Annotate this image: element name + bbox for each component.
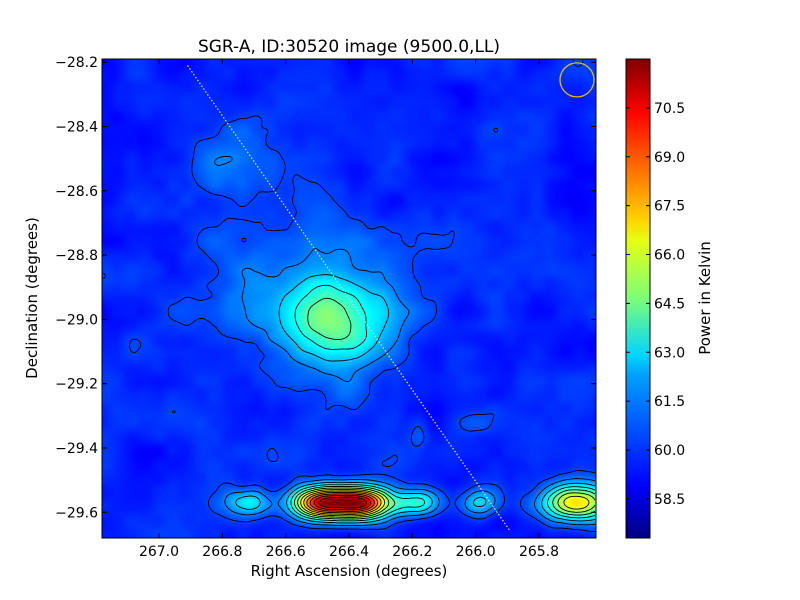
x-axis-label: Right Ascension (degrees): [251, 562, 448, 580]
chart-title: SGR-A, ID:30520 image (9500.0,LL): [198, 37, 500, 57]
y-tick-label: −28.6: [55, 184, 98, 200]
contour-level: [300, 489, 590, 517]
colorbar-label: Power in Kelvin: [696, 241, 714, 355]
colorbar: 58.5 60.0 61.5 63.0 64.5 66.0 67.5 69.0 70.5 Pow…: [625, 58, 714, 539]
colorbar-gradient: [625, 58, 651, 539]
colorbar-tick-label: 61.5: [654, 394, 685, 410]
contour-level: [214, 155, 596, 527]
colorbar-tick-label: 69.0: [654, 150, 685, 166]
x-tick-label: 266.8: [202, 544, 242, 560]
contour-lines: [102, 59, 596, 533]
y-tick-label: −28.8: [55, 248, 98, 264]
plot-area: [101, 58, 597, 539]
y-tick-label: −29.2: [55, 377, 98, 393]
y-tick-label: −29.0: [55, 312, 98, 328]
contour-level: [297, 487, 596, 518]
x-tick-label: 266.6: [266, 544, 306, 560]
contour-level: [102, 59, 596, 533]
contour-level: [306, 491, 379, 514]
beam-circle: [559, 62, 595, 98]
colorbar-tick-label: 66.0: [654, 248, 685, 264]
y-tick-label: −29.6: [55, 505, 98, 521]
x-tick-label: 266.4: [329, 544, 369, 560]
contour-level: [293, 297, 596, 520]
y-tick-label: −28.2: [55, 55, 98, 71]
colorbar-tick-label: 63.0: [654, 345, 685, 361]
x-tick-label: 266.0: [456, 544, 496, 560]
colorbar-tick-label: 64.5: [654, 296, 685, 312]
colorbar-tick-label: 60.0: [654, 443, 685, 459]
contour-level: [318, 496, 368, 509]
x-tick-label: 267.0: [139, 544, 179, 560]
contour-level: [309, 493, 375, 512]
x-tick-label: 265.8: [519, 544, 559, 560]
contour-level: [290, 284, 596, 522]
y-axis: −28.2 −28.4 −28.6 −28.8 −29.0 −29.2 −29.4 −29.6: [55, 55, 596, 521]
contour-level: [303, 490, 382, 515]
colorbar-tick-label: 67.5: [654, 199, 685, 215]
x-tick-label: 266.2: [392, 544, 432, 560]
y-tick-label: −28.4: [55, 120, 98, 136]
colorbar-tick-label: 58.5: [654, 492, 685, 508]
y-tick-label: −29.4: [55, 441, 98, 457]
dotted-track-line: [187, 65, 511, 532]
y-axis-label: Declination (degrees): [23, 217, 41, 379]
contour-level: [313, 494, 372, 511]
colorbar-tick-label: 70.5: [654, 101, 685, 117]
x-axis: 267.0 266.8 266.6 266.4 266.2 266.0 265.8: [139, 59, 559, 560]
colorbar-ticks: 58.5 60.0 61.5 63.0 64.5 66.0 67.5 69.0 70.5: [626, 101, 685, 508]
contour-level: [235, 274, 596, 524]
